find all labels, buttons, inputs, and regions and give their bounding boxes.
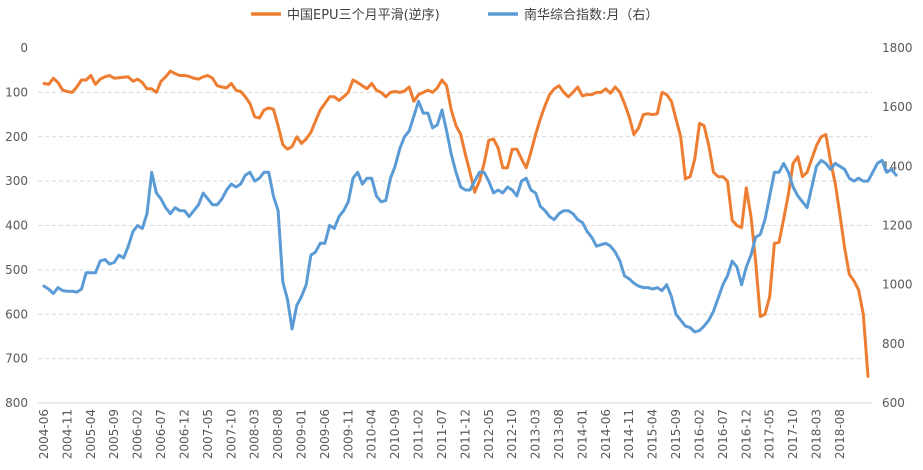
- legend-label-nanhua: 南华综合指数:月（右）: [524, 7, 658, 23]
- x-tick-label: 2008-08: [271, 409, 285, 459]
- x-tick-label: 2014-06: [599, 409, 613, 459]
- right-tick-label: 1800: [882, 41, 913, 55]
- x-tick-label: 2005-09: [107, 409, 121, 459]
- gridlines: [38, 91, 872, 404]
- right-tick-label: 600: [882, 396, 905, 410]
- x-tick-label: 2004-06: [37, 409, 51, 459]
- series-lines: [42, 69, 898, 378]
- x-tick-label: 2009-11: [341, 409, 355, 459]
- x-tick-label: 2014-01: [575, 409, 589, 459]
- x-tick-label: 2013-03: [529, 409, 543, 459]
- x-tick-label: 2016-12: [739, 409, 753, 459]
- x-tick-label: 2016-07: [716, 409, 730, 459]
- left-tick-label: 800: [5, 396, 28, 410]
- legend: 中国EPU三个月平滑(逆序) 南华综合指数:月（右）: [251, 7, 658, 23]
- x-tick-label: 2018-03: [810, 409, 824, 459]
- x-axis: 2004-06 2004-11 2005-04 2005-09 2006-02 2006-…: [37, 409, 847, 459]
- series-line-epu: [42, 69, 870, 378]
- left-tick-label: 500: [5, 263, 28, 277]
- x-tick-label: 2018-08: [833, 409, 847, 459]
- left-tick-label: 700: [5, 352, 28, 366]
- x-tick-label: 2006-07: [154, 409, 168, 459]
- left-tick-label: 100: [5, 85, 28, 99]
- x-tick-label: 2011-02: [412, 409, 426, 459]
- left-tick-label: 300: [5, 174, 28, 188]
- right-tick-label: 800: [882, 337, 905, 351]
- x-tick-label: 2006-12: [177, 409, 191, 459]
- x-tick-label: 2007-10: [224, 409, 238, 459]
- right-tick-label: 1000: [882, 278, 913, 292]
- legend-label-epu: 中国EPU三个月平滑(逆序): [287, 7, 440, 23]
- right-tick-label: 1200: [882, 219, 913, 233]
- x-tick-label: 2017-10: [786, 409, 800, 459]
- left-tick-label: 0: [20, 41, 28, 55]
- x-tick-label: 2009-01: [295, 409, 309, 459]
- x-tick-label: 2017-05: [763, 409, 777, 459]
- x-tick-label: 2012-05: [482, 409, 496, 459]
- x-tick-label: 2007-05: [201, 409, 215, 459]
- left-tick-label: 400: [5, 219, 28, 233]
- x-tick-label: 2012-10: [505, 409, 519, 459]
- x-tick-label: 2009-06: [318, 409, 332, 459]
- x-tick-label: 2004-11: [60, 409, 74, 459]
- series-line-nanhua: [42, 99, 898, 334]
- right-tick-label: 1600: [882, 100, 913, 114]
- x-tick-label: 2010-09: [388, 409, 402, 459]
- x-tick-label: 2013-08: [552, 409, 566, 459]
- left-tick-label: 600: [5, 307, 28, 321]
- left-tick-label: 200: [5, 130, 28, 144]
- x-tick-label: 2011-12: [458, 409, 472, 459]
- x-tick-label: 2010-04: [365, 409, 379, 459]
- x-tick-label: 2008-03: [248, 409, 262, 459]
- x-tick-label: 2005-04: [84, 409, 98, 459]
- x-tick-label: 2006-02: [131, 409, 145, 459]
- x-tick-label: 2015-09: [669, 409, 683, 459]
- x-tick-label: 2015-04: [646, 409, 660, 459]
- x-tick-label: 2011-07: [435, 409, 449, 459]
- x-tick-label: 2016-02: [692, 409, 706, 459]
- left-axis: 0 100 200 300 400 500 600 700 800: [5, 41, 28, 410]
- x-tick-label: 2014-11: [622, 409, 636, 459]
